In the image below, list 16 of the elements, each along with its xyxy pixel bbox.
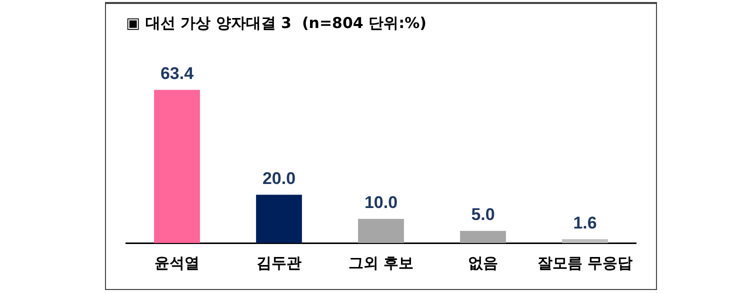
- data-label: 10.0: [364, 193, 398, 212]
- x-tick-label: 잘모름 무응답: [537, 254, 633, 272]
- bar: [460, 230, 506, 243]
- chart-title: ▣ 대선 가상 양자대결 3 (n=804 단위:%): [126, 14, 426, 33]
- data-label: 1.6: [573, 213, 597, 232]
- bar: [562, 239, 608, 243]
- x-tick-label: 없음: [468, 254, 498, 272]
- x-tick-label: 윤석열: [154, 254, 200, 272]
- bar: [256, 194, 302, 243]
- bar: [358, 218, 404, 243]
- x-tick-label: 그외 후보: [348, 254, 414, 272]
- data-label: 5.0: [471, 205, 495, 224]
- data-label: 63.4: [160, 64, 194, 84]
- bar: [154, 90, 200, 243]
- x-tick-label: 김두관: [256, 254, 302, 272]
- data-label: 20.0: [262, 168, 296, 188]
